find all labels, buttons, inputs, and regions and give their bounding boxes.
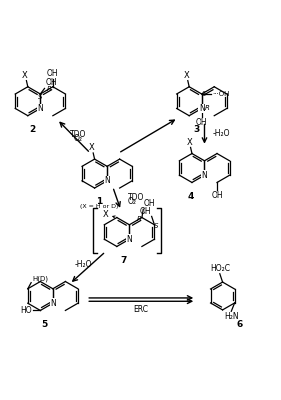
Text: R: R (47, 86, 51, 92)
Text: HO₂C: HO₂C (210, 264, 230, 273)
Text: ERC: ERC (133, 305, 148, 314)
Text: OH: OH (143, 199, 155, 208)
Text: 6: 6 (236, 320, 243, 329)
Text: S: S (202, 91, 207, 97)
Text: O₂: O₂ (73, 134, 82, 143)
Text: O₂: O₂ (128, 197, 137, 206)
Text: OH: OH (196, 118, 208, 127)
Text: ···OH: ···OH (212, 91, 230, 97)
Text: R: R (205, 106, 209, 112)
Text: X: X (89, 143, 95, 152)
Text: OH: OH (211, 191, 223, 200)
Text: N: N (37, 104, 43, 113)
Text: N: N (201, 171, 207, 180)
Text: S: S (154, 223, 158, 229)
Text: H₂N: H₂N (224, 312, 239, 321)
Text: TDO: TDO (70, 130, 86, 139)
Text: OH: OH (140, 206, 152, 216)
Text: R: R (137, 216, 142, 222)
Text: TDO: TDO (128, 193, 144, 202)
Text: N: N (126, 235, 132, 244)
Text: N: N (104, 176, 110, 185)
Text: X: X (186, 138, 192, 146)
Text: -H₂O: -H₂O (75, 260, 92, 269)
Text: OH: OH (45, 78, 57, 87)
Text: 5: 5 (41, 320, 48, 329)
Text: HO: HO (20, 306, 32, 315)
Text: 7: 7 (121, 256, 127, 265)
Text: X: X (183, 71, 189, 80)
Text: X: X (103, 210, 108, 219)
Text: OH: OH (47, 69, 59, 78)
Text: (X = H or D): (X = H or D) (80, 204, 118, 209)
Text: 4: 4 (187, 192, 194, 201)
Text: H(D): H(D) (32, 275, 48, 282)
Text: N: N (199, 104, 205, 113)
Text: N: N (50, 299, 56, 308)
Text: 1: 1 (96, 197, 102, 206)
Text: 2: 2 (29, 125, 35, 134)
Text: X: X (22, 71, 28, 80)
Text: -H₂O: -H₂O (213, 129, 230, 138)
Text: 3: 3 (193, 125, 199, 134)
Text: S: S (38, 94, 43, 100)
